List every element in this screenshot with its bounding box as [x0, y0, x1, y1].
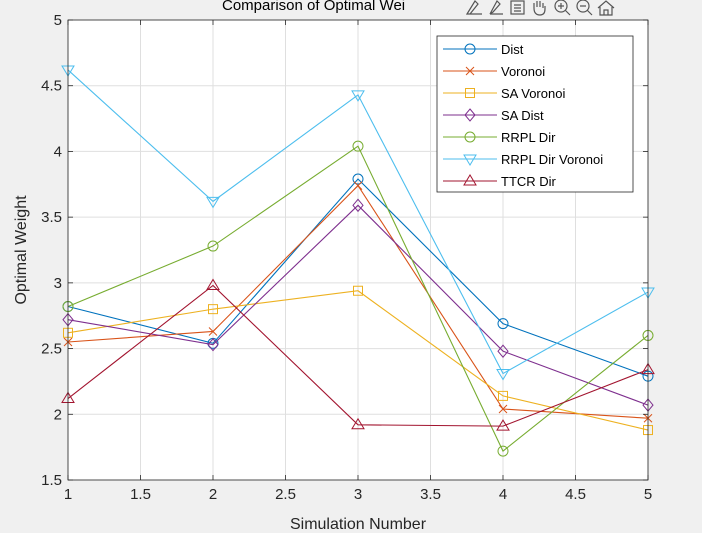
legend-label: RRPL Dir Voronoi	[501, 152, 603, 167]
legend-marker	[464, 108, 476, 122]
legend-entry: RRPL Dir	[443, 130, 556, 145]
legend-marker	[464, 131, 476, 143]
data-point	[206, 278, 220, 290]
legend: Dist Voronoi SA Voronoi SA Dist RRPL Dir RRPL…	[436, 35, 634, 193]
data-point	[207, 240, 219, 252]
series-line	[67, 284, 649, 427]
y-tick-label: 1.5	[41, 472, 62, 489]
data-point	[208, 327, 218, 336]
home-icon[interactable]	[597, 0, 615, 16]
x-tick-label: 2.5	[275, 486, 296, 503]
series-line	[67, 178, 649, 377]
legend-label: Dist	[501, 42, 524, 57]
y-tick-label: 2	[54, 406, 62, 423]
zoom-in-icon[interactable]	[553, 0, 571, 16]
data-point	[497, 344, 509, 358]
x-tick-label: 1.5	[130, 486, 151, 503]
legend-entry: RRPL Dir Voronoi	[443, 152, 603, 167]
data-point	[351, 417, 365, 430]
zoom-out-icon[interactable]	[575, 0, 593, 16]
legend-label: Voronoi	[501, 64, 545, 79]
data-point	[206, 196, 220, 209]
x-axis-label: Simulation Number	[290, 516, 427, 533]
legend-marker	[465, 66, 475, 76]
data-tip-icon[interactable]	[465, 0, 483, 15]
x-tick-label: 3	[354, 486, 362, 503]
legend-box	[436, 35, 634, 193]
data-point	[496, 369, 510, 381]
x-tick-label: 3.5	[420, 486, 441, 503]
legend-entry: Voronoi	[443, 64, 545, 79]
y-tick-label: 4.5	[41, 78, 62, 95]
brush-icon[interactable]	[487, 0, 505, 15]
y-tick-label: 3.5	[41, 209, 62, 226]
y-axis-label: Optimal Weight	[13, 195, 30, 305]
y-tick-label: 5	[54, 12, 62, 29]
x-tick-label: 4	[499, 486, 507, 503]
data-point	[208, 304, 218, 315]
legend-label: TTCR Dir	[501, 174, 557, 189]
legend-entry: TTCR Dir	[443, 174, 557, 189]
x-tick-label: 1	[64, 486, 72, 503]
legend-marker	[463, 174, 477, 186]
data-point	[353, 285, 363, 296]
x-tick-label: 4.5	[565, 486, 586, 503]
data-point	[207, 337, 219, 352]
legend-marker	[463, 154, 477, 166]
data-point	[498, 390, 508, 401]
legend-label: SA Voronoi	[501, 86, 565, 101]
link-data-icon[interactable]	[509, 0, 527, 15]
legend-entry: SA Dist	[443, 108, 544, 123]
legend-marker	[465, 88, 475, 98]
plot-series	[61, 65, 655, 457]
pan-hand-icon[interactable]	[531, 0, 549, 16]
data-point	[496, 419, 510, 431]
legend-entry: SA Voronoi	[443, 86, 565, 101]
data-point	[353, 181, 363, 190]
y-tick-label: 4	[54, 143, 62, 160]
data-point	[352, 198, 364, 213]
axis-ticks: 1 1.5 2 2.5 3 3.5 4 4.5 51.522.533.544.55	[41, 12, 652, 503]
data-point	[497, 445, 509, 457]
legend-entry: Dist	[443, 42, 524, 57]
data-point	[497, 318, 509, 330]
y-tick-label: 2.5	[41, 341, 62, 358]
data-point	[352, 173, 364, 185]
series-line	[67, 69, 649, 375]
axes-toolbar	[465, 0, 615, 16]
legend-label: RRPL Dir	[501, 130, 556, 145]
data-point	[498, 404, 508, 414]
chart-title: Comparison of Optimal Wei	[222, 0, 405, 14]
series-line	[67, 204, 649, 406]
data-point	[352, 140, 364, 152]
data-point	[351, 90, 365, 102]
y-tick-label: 3	[54, 275, 62, 292]
x-tick-label: 5	[644, 486, 652, 503]
series-line	[67, 145, 649, 452]
x-tick-label: 2	[209, 486, 217, 503]
legend-label: SA Dist	[501, 108, 544, 123]
legend-marker	[464, 43, 476, 55]
